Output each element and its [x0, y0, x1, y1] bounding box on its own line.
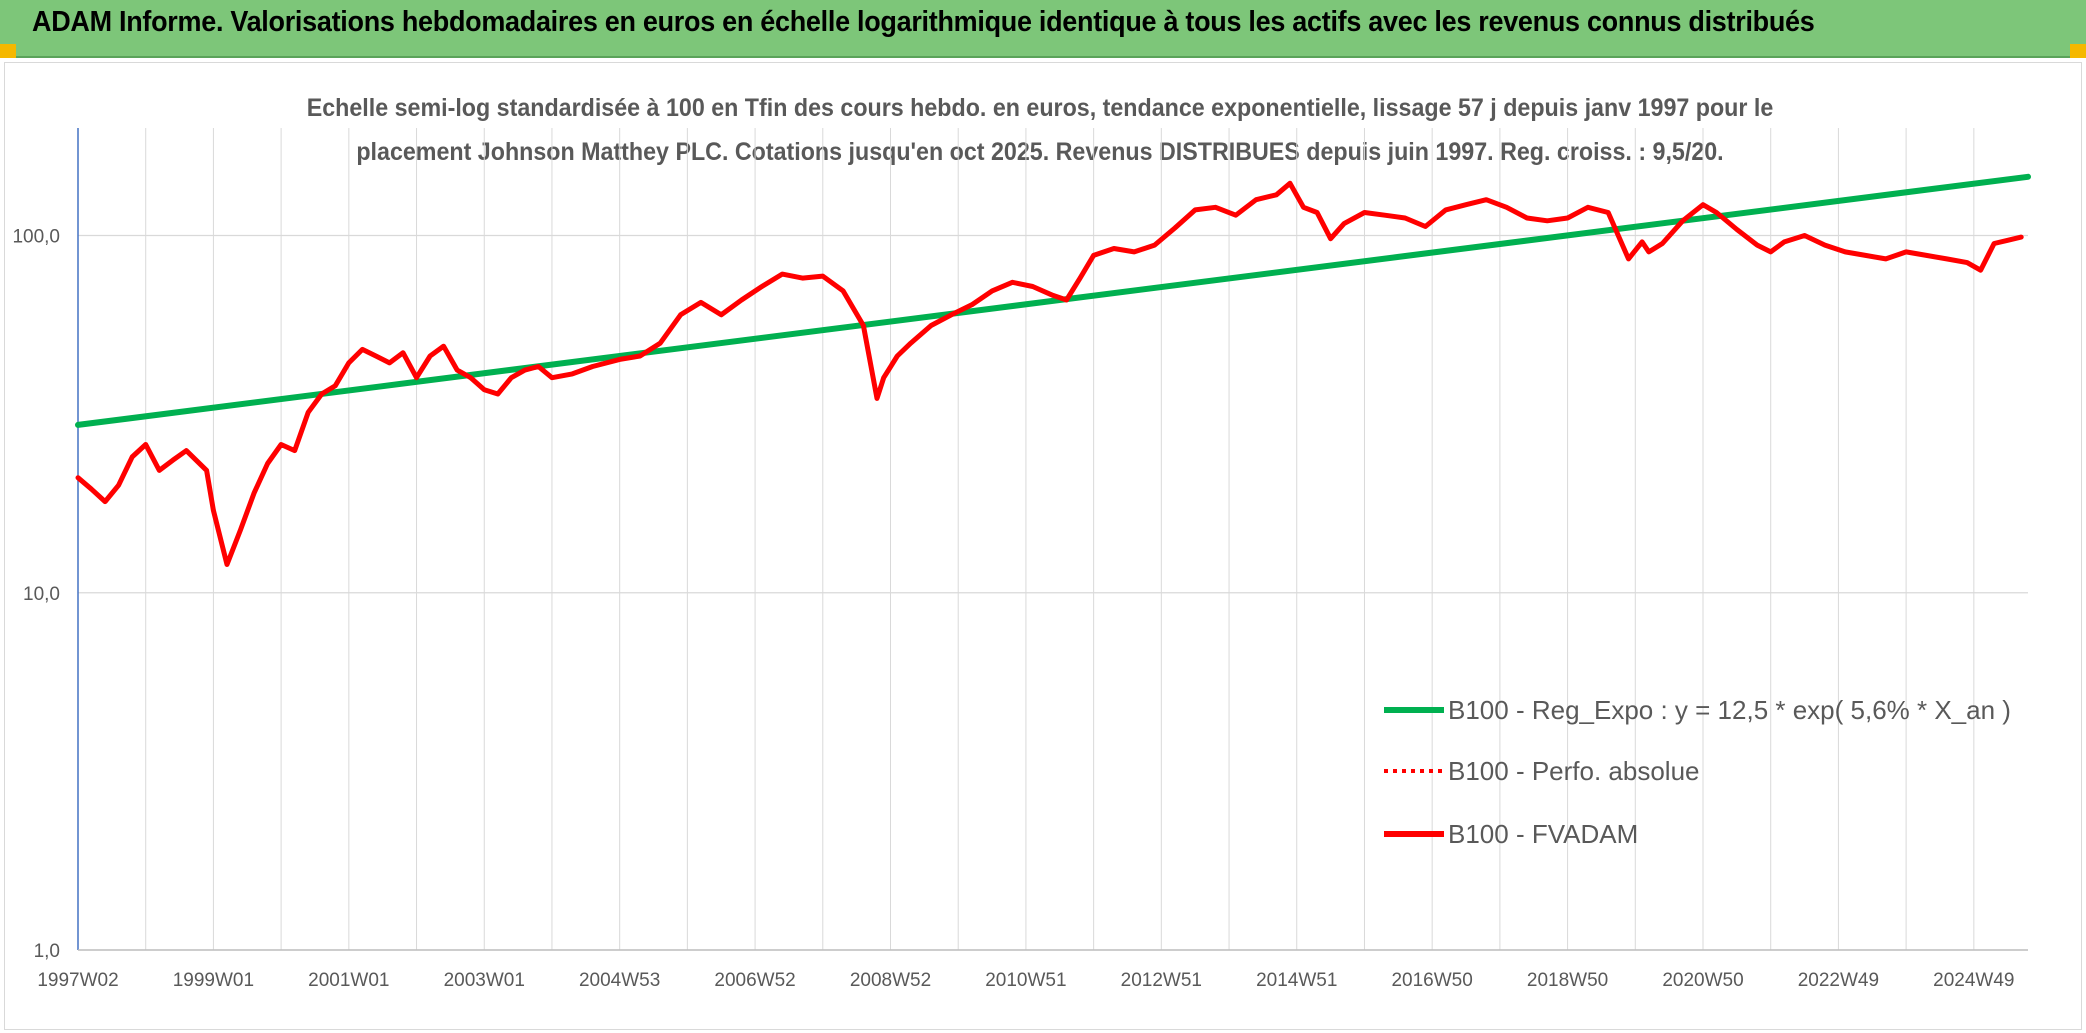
chart-title: Echelle semi-log standardisée à 100 en T…	[296, 86, 1784, 174]
x-tick-label: 2001W01	[308, 970, 389, 991]
x-tick-label: 2014W51	[1256, 970, 1337, 991]
x-tick-label: 2006W52	[714, 970, 795, 991]
chart-title-line-1: Echelle semi-log standardisée à 100 en T…	[306, 94, 1774, 122]
x-tick-label: 1997W02	[37, 970, 118, 991]
x-tick-label: 2018W50	[1527, 970, 1608, 991]
legend-label: B100 - Perfo. absolue	[1448, 756, 1700, 786]
x-tick-label: 2022W49	[1798, 970, 1879, 991]
x-tick-label: 2003W01	[444, 970, 525, 991]
legend-label: B100 - FVADAM	[1448, 819, 1638, 849]
report-header: ADAM Informe. Valorisations hebdomadaire…	[0, 0, 2086, 58]
x-tick-label: 1999W01	[173, 970, 254, 991]
fvadam-line	[75, 180, 2024, 567]
report-title: ADAM Informe. Valorisations hebdomadaire…	[32, 6, 1815, 38]
x-tick-label: 2016W50	[1391, 970, 1472, 991]
x-tick-label: 2020W50	[1662, 970, 1743, 991]
x-tick-label: 2008W52	[850, 970, 931, 991]
x-tick-label: 2004W53	[579, 970, 660, 991]
x-tick-label: 2012W51	[1121, 970, 1202, 991]
trend-line	[75, 173, 2031, 428]
y-tick-label: 10,0	[23, 584, 60, 605]
y-tick-label: 100,0	[12, 227, 60, 248]
right-corner-marker	[2070, 44, 2086, 58]
y-tick-label: 1,0	[34, 941, 60, 962]
chart-title-line-2: placement Johnson Matthey PLC. Cotations…	[356, 138, 1724, 166]
legend-label: B100 - Reg_Expo : y = 12,5 * exp( 5,6% *…	[1448, 695, 2011, 725]
chart-frame	[4, 62, 2082, 1030]
x-tick-label: 2010W51	[985, 970, 1066, 991]
x-tick-label: 2024W49	[1933, 970, 2014, 991]
left-corner-marker	[0, 44, 16, 58]
